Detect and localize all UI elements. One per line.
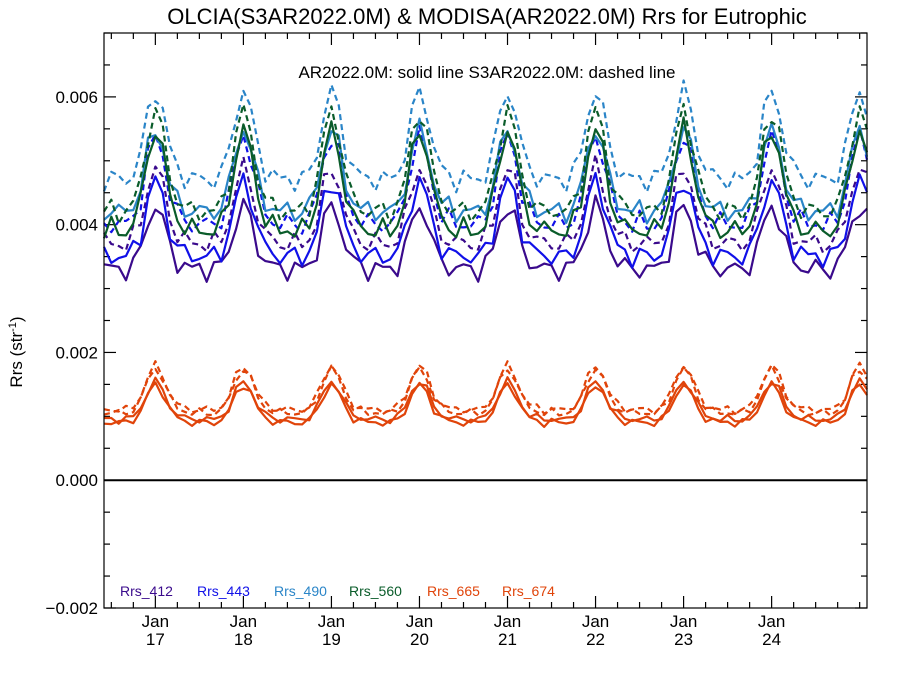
legend-item: Rrs_674 bbox=[502, 583, 555, 599]
x-tick-label-year: 17 bbox=[146, 630, 165, 649]
legend-item: Rrs_490 bbox=[274, 583, 327, 599]
chart-subtitle: AR2022.0M: solid line S3AR2022.0M: dashe… bbox=[298, 63, 675, 82]
legend: Rrs_412 Rrs_443 Rrs_490 Rrs_560 Rrs_665 Rrs_6… bbox=[120, 583, 555, 599]
x-tick-label-month: Jan bbox=[406, 612, 433, 631]
x-tick-label-month: Jan bbox=[142, 612, 169, 631]
series-line-rrs-560-solid bbox=[102, 116, 869, 240]
series-line-rrs-443-solid bbox=[102, 171, 869, 269]
x-tick-label-month: Jan bbox=[758, 612, 785, 631]
x-tick-label-year: 22 bbox=[586, 630, 605, 649]
series-line-rrs-412-solid bbox=[103, 194, 868, 283]
x-tick-label-year: 24 bbox=[762, 630, 781, 649]
y-tick-label: 0.000 bbox=[55, 471, 98, 490]
x-tick-label-month: Jan bbox=[318, 612, 345, 631]
x-tick-label-year: 18 bbox=[234, 630, 253, 649]
x-tick-label-year: 21 bbox=[498, 630, 517, 649]
legend-item: Rrs_665 bbox=[427, 583, 480, 599]
legend-item: Rrs_412 bbox=[120, 583, 173, 599]
axes-layer: −0.0020.0000.0020.0040.006Jan17Jan18Jan1… bbox=[46, 32, 867, 649]
plot-frame bbox=[103, 32, 868, 609]
series-line-rrs-674-dashed bbox=[103, 364, 868, 417]
series-line-rrs-490-dashed bbox=[102, 79, 869, 194]
legend-item: Rrs_443 bbox=[197, 583, 250, 599]
series-line-rrs-412-dashed bbox=[103, 153, 868, 254]
legend-item: Rrs_560 bbox=[349, 583, 402, 599]
y-tick-label: 0.004 bbox=[55, 216, 98, 235]
y-tick-label: −0.002 bbox=[46, 599, 98, 618]
x-tick-label-month: Jan bbox=[494, 612, 521, 631]
x-tick-label-year: 20 bbox=[410, 630, 429, 649]
series-line-rrs-560-dashed bbox=[103, 102, 869, 225]
x-tick-label-year: 23 bbox=[674, 630, 693, 649]
y-axis-label: Rrs (str-1) bbox=[7, 316, 26, 387]
x-tick-label-month: Jan bbox=[670, 612, 697, 631]
chart-title: OLCIA(S3AR2022.0M) & MODISA(AR2022.0M) R… bbox=[167, 4, 806, 29]
x-tick-label-month: Jan bbox=[230, 612, 257, 631]
y-tick-label: 0.006 bbox=[55, 88, 98, 107]
y-tick-label: 0.002 bbox=[55, 343, 98, 362]
series-layer bbox=[102, 79, 869, 428]
series-line-rrs-490-solid bbox=[103, 117, 869, 225]
x-tick-label-year: 19 bbox=[322, 630, 341, 649]
series-line-rrs-674-solid bbox=[103, 380, 868, 428]
x-tick-label-month: Jan bbox=[582, 612, 609, 631]
